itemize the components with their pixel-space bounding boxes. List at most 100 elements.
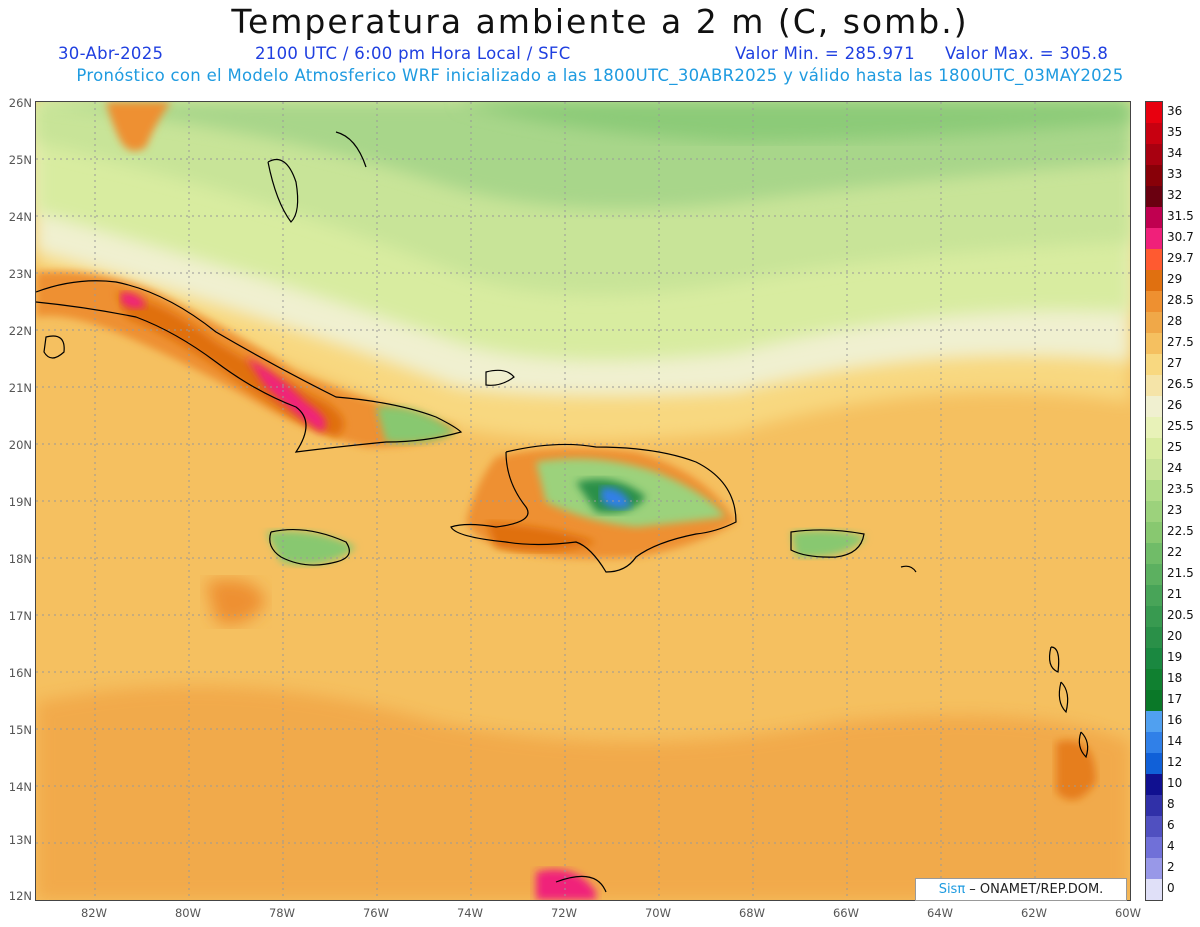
- color-scale-cell: [1146, 312, 1162, 333]
- color-scale-label: 19: [1167, 649, 1183, 664]
- lat-label: 23N: [8, 267, 32, 281]
- forecast-time: 2100 UTC / 6:00 pm Hora Local / SFC: [255, 44, 571, 63]
- color-scale-cell: [1146, 165, 1162, 186]
- lat-label: 22N: [8, 324, 32, 338]
- color-scale-label: 23.5: [1167, 481, 1194, 496]
- color-scale-cell: [1146, 396, 1162, 417]
- map-canvas: [36, 102, 1130, 900]
- color-scale-label: 23: [1167, 502, 1183, 517]
- color-scale-label: 4: [1167, 838, 1175, 853]
- color-scale-label: 17: [1167, 691, 1183, 706]
- lon-label: 72W: [550, 906, 577, 920]
- color-scale-cell: [1146, 501, 1162, 522]
- color-scale-label: 2: [1167, 859, 1175, 874]
- color-scale-cell: [1146, 333, 1162, 354]
- color-scale-cell: [1146, 711, 1162, 732]
- color-scale-cell: [1146, 375, 1162, 396]
- color-scale-label: 22.5: [1167, 523, 1194, 538]
- color-scale-cell: [1146, 354, 1162, 375]
- color-scale-label: 21: [1167, 586, 1183, 601]
- color-scale-cell: [1146, 564, 1162, 585]
- lon-label: 78W: [268, 906, 295, 920]
- color-scale-cell: [1146, 648, 1162, 669]
- color-scale-label: 35: [1167, 124, 1183, 139]
- credit-brand: Sisπ: [938, 882, 966, 897]
- color-scale-cell: [1146, 837, 1162, 858]
- map-title: Temperatura ambiente a 2 m (C, somb.): [231, 2, 969, 41]
- color-scale-cell: [1146, 291, 1162, 312]
- color-scale-label: 34: [1167, 145, 1183, 160]
- color-scale-bar: [1145, 101, 1163, 901]
- graticule: [36, 102, 1130, 900]
- color-scale-cell: [1146, 753, 1162, 774]
- lat-label: 12N: [8, 889, 32, 903]
- color-scale-label: 28.5: [1167, 292, 1194, 307]
- lat-label: 24N: [8, 210, 32, 224]
- color-scale-label: 27.5: [1167, 334, 1194, 349]
- lat-label: 16N: [8, 666, 32, 680]
- color-scale-cell: [1146, 123, 1162, 144]
- lat-label: 21N: [8, 381, 32, 395]
- color-scale-cell: [1146, 459, 1162, 480]
- credit-text: – ONAMET/REP.DOM.: [965, 882, 1104, 897]
- lon-label: 82W: [80, 906, 107, 920]
- color-scale-label: 6: [1167, 817, 1175, 832]
- color-scale-label: 26: [1167, 397, 1183, 412]
- lat-label: 18N: [8, 552, 32, 566]
- lat-label: 15N: [8, 723, 32, 737]
- color-scale-label: 21.5: [1167, 565, 1194, 580]
- color-scale-label: 12: [1167, 754, 1183, 769]
- coastlines: [36, 131, 1089, 893]
- color-scale-label: 33: [1167, 166, 1183, 181]
- color-scale-cell: [1146, 186, 1162, 207]
- lon-label: 66W: [832, 906, 859, 920]
- lon-label: 70W: [644, 906, 671, 920]
- color-scale-label: 32: [1167, 187, 1183, 202]
- lat-label: 13N: [8, 833, 32, 847]
- color-scale-label: 28: [1167, 313, 1183, 328]
- color-scale-cell: [1146, 732, 1162, 753]
- color-scale-label: 30.7: [1167, 229, 1194, 244]
- color-scale-cell: [1146, 228, 1162, 249]
- lat-label: 17N: [8, 609, 32, 623]
- model-info: Pronóstico con el Modelo Atmosferico WRF…: [76, 66, 1124, 85]
- color-scale-label: 25: [1167, 439, 1183, 454]
- lat-label: 26N: [8, 96, 32, 110]
- value-max: Valor Max. = 305.8: [945, 44, 1109, 63]
- color-scale-cell: [1146, 669, 1162, 690]
- lat-label: 19N: [8, 495, 32, 509]
- lon-label: 62W: [1020, 906, 1047, 920]
- color-scale-cell: [1146, 879, 1162, 900]
- color-scale-label: 25.5: [1167, 418, 1194, 433]
- color-scale-label: 16: [1167, 712, 1183, 727]
- color-scale-label: 22: [1167, 544, 1183, 559]
- color-scale-label: 27: [1167, 355, 1183, 370]
- lat-label: 25N: [8, 153, 32, 167]
- lat-label: 20N: [8, 438, 32, 452]
- color-scale-cell: [1146, 816, 1162, 837]
- color-scale-cell: [1146, 795, 1162, 816]
- color-scale-label: 29.7: [1167, 250, 1194, 265]
- value-min: Valor Min. = 285.971: [735, 44, 915, 63]
- forecast-date: 30-Abr-2025: [58, 44, 164, 63]
- color-scale-cell: [1146, 438, 1162, 459]
- color-scale-cell: [1146, 774, 1162, 795]
- color-scale-cell: [1146, 690, 1162, 711]
- color-scale-cell: [1146, 249, 1162, 270]
- color-scale-label: 20.5: [1167, 607, 1194, 622]
- color-scale-cell: [1146, 585, 1162, 606]
- credit-box: Sisπ – ONAMET/REP.DOM.: [915, 878, 1127, 901]
- lon-label: 60W: [1114, 906, 1141, 920]
- color-scale-label: 8: [1167, 796, 1175, 811]
- color-scale-cell: [1146, 480, 1162, 501]
- color-scale-label: 14: [1167, 733, 1183, 748]
- color-scale-cell: [1146, 270, 1162, 291]
- color-scale-cell: [1146, 627, 1162, 648]
- color-scale-cell: [1146, 102, 1162, 123]
- color-scale-label: 24: [1167, 460, 1183, 475]
- lon-label: 64W: [926, 906, 953, 920]
- color-scale-label: 20: [1167, 628, 1183, 643]
- lat-label: 14N: [8, 780, 32, 794]
- color-scale-cell: [1146, 543, 1162, 564]
- color-scale-label: 18: [1167, 670, 1183, 685]
